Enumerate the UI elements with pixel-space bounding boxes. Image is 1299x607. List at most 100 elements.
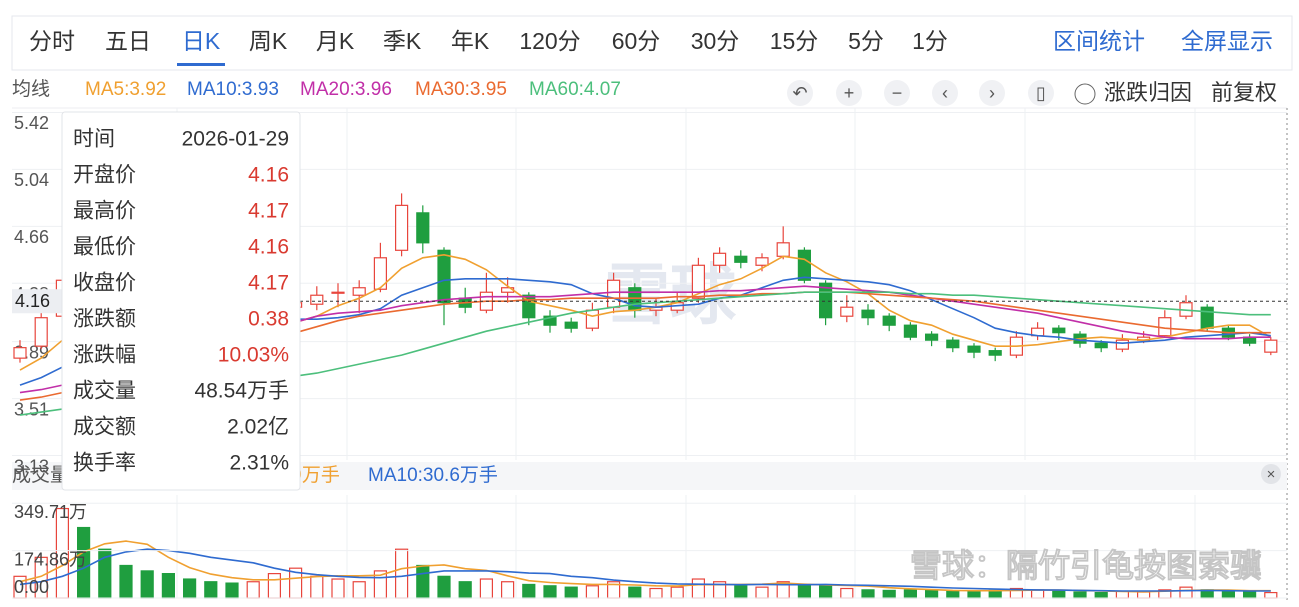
candle-body bbox=[776, 242, 790, 257]
candle-body bbox=[967, 345, 981, 353]
volume-bar bbox=[522, 583, 536, 599]
candle-body bbox=[1158, 317, 1172, 337]
volume-bar bbox=[1179, 586, 1193, 599]
tooltip-value: 2.31% bbox=[229, 452, 289, 475]
candle-body bbox=[797, 249, 812, 281]
legend-title: 均线 bbox=[12, 78, 50, 100]
candle-body bbox=[734, 255, 748, 263]
logo-watermark: 雪球 bbox=[604, 257, 737, 331]
volume-bar bbox=[818, 585, 833, 599]
tab[interactable]: 年K bbox=[451, 28, 490, 54]
volume-bar bbox=[564, 586, 578, 599]
y-tick-label: 3.13 bbox=[14, 456, 49, 476]
candle-body bbox=[882, 315, 896, 326]
volume-bar bbox=[246, 581, 260, 599]
candle-body bbox=[13, 347, 27, 359]
candle-body bbox=[1094, 342, 1108, 349]
tab[interactable]: 周K bbox=[249, 28, 288, 54]
candle-body bbox=[310, 294, 324, 305]
volume-bar bbox=[585, 585, 600, 599]
candle-body bbox=[1264, 339, 1278, 353]
tab[interactable]: 季K bbox=[383, 28, 422, 54]
y-tick-label: 3.51 bbox=[14, 399, 49, 419]
volume-bar bbox=[628, 586, 642, 599]
tooltip-label: 最低价 bbox=[73, 236, 136, 259]
tooltip-value: 2026-01-29 bbox=[182, 128, 289, 151]
tab-bar bbox=[11, 15, 1293, 71]
tooltip-value: 4.16 bbox=[248, 164, 289, 187]
candle-body bbox=[416, 212, 430, 244]
volume-bar bbox=[437, 575, 451, 599]
candle-body bbox=[543, 315, 557, 326]
toolbar-icon: ↶ bbox=[792, 83, 807, 103]
toolbar-button[interactable] bbox=[836, 80, 862, 106]
candle-body bbox=[861, 309, 875, 319]
tab[interactable]: 5分 bbox=[848, 28, 884, 54]
tooltip bbox=[61, 111, 301, 491]
tab[interactable]: 60分 bbox=[612, 28, 661, 54]
tab[interactable]: 120分 bbox=[519, 28, 580, 54]
tab[interactable]: 月K bbox=[316, 28, 355, 54]
candle-body bbox=[606, 279, 621, 308]
tooltip-label: 涨跌额 bbox=[73, 308, 136, 331]
toolbar-label[interactable]: 涨跌归因 bbox=[1104, 80, 1192, 105]
tab-action[interactable]: 区间统计 bbox=[1053, 28, 1145, 54]
tab-action[interactable]: 全屏显示 bbox=[1181, 28, 1273, 54]
candle-body bbox=[1200, 306, 1214, 329]
candle-body bbox=[946, 339, 960, 349]
candle-body bbox=[331, 291, 345, 294]
current-price-box bbox=[12, 289, 62, 314]
volume-bar bbox=[310, 575, 324, 599]
tab[interactable]: 五日 bbox=[105, 28, 151, 54]
tooltip-label: 成交额 bbox=[73, 416, 136, 439]
candle-body bbox=[34, 317, 48, 347]
tab[interactable]: 分时 bbox=[29, 28, 75, 54]
volume-bar bbox=[119, 564, 133, 599]
toolbar-label[interactable]: 前复权 bbox=[1211, 80, 1277, 105]
candle-body bbox=[522, 294, 536, 319]
tooltip-label: 时间 bbox=[73, 128, 115, 151]
volume-bar bbox=[924, 589, 939, 599]
legend-entry: MA5:3.92 bbox=[85, 79, 166, 100]
legend-entry: MA30:3.95 bbox=[415, 79, 507, 100]
volume-bar bbox=[797, 583, 812, 599]
volume-bar bbox=[946, 590, 960, 599]
current-price-label: 4.16 bbox=[15, 291, 50, 311]
toolbar-button[interactable] bbox=[1028, 80, 1054, 106]
tab[interactable]: 15分 bbox=[770, 28, 819, 54]
volume-bar bbox=[225, 582, 239, 599]
toolbar-button[interactable] bbox=[932, 80, 958, 106]
radio[interactable] bbox=[1074, 83, 1096, 105]
volume-bar bbox=[840, 587, 854, 599]
candle-body bbox=[988, 350, 1002, 356]
volume-bar bbox=[903, 589, 918, 599]
tooltip-label: 涨跌幅 bbox=[73, 344, 136, 367]
volume-bar bbox=[691, 578, 706, 599]
candle-body bbox=[903, 324, 918, 338]
candle-body bbox=[1052, 327, 1066, 334]
candle-body bbox=[585, 309, 600, 329]
tab[interactable]: 1分 bbox=[912, 28, 948, 54]
tooltip-label: 成交量 bbox=[73, 380, 136, 403]
toolbar-icon: ▯ bbox=[1036, 83, 1046, 103]
volume-ma-line bbox=[19, 548, 1271, 592]
volume-tick-label: 0.00 bbox=[14, 577, 49, 597]
volume-bar bbox=[458, 581, 472, 599]
tab[interactable]: 日K bbox=[182, 28, 221, 54]
tooltip-value: 48.54万手 bbox=[194, 380, 289, 403]
volume-bar bbox=[1052, 590, 1066, 599]
toolbar-button[interactable] bbox=[884, 80, 910, 106]
volume-bar bbox=[1073, 591, 1087, 599]
volume-bar bbox=[479, 578, 493, 599]
volume-bar bbox=[395, 548, 409, 599]
close-button[interactable] bbox=[1261, 464, 1281, 484]
toolbar-button[interactable] bbox=[787, 80, 813, 106]
volume-bar bbox=[755, 586, 769, 599]
tooltip-value: 4.17 bbox=[248, 200, 289, 223]
volume-bar bbox=[861, 589, 875, 599]
toolbar-icon: + bbox=[844, 83, 855, 103]
tooltip-value: 10.03% bbox=[218, 344, 289, 367]
toolbar-button[interactable] bbox=[979, 80, 1005, 106]
tab[interactable]: 30分 bbox=[691, 28, 740, 54]
